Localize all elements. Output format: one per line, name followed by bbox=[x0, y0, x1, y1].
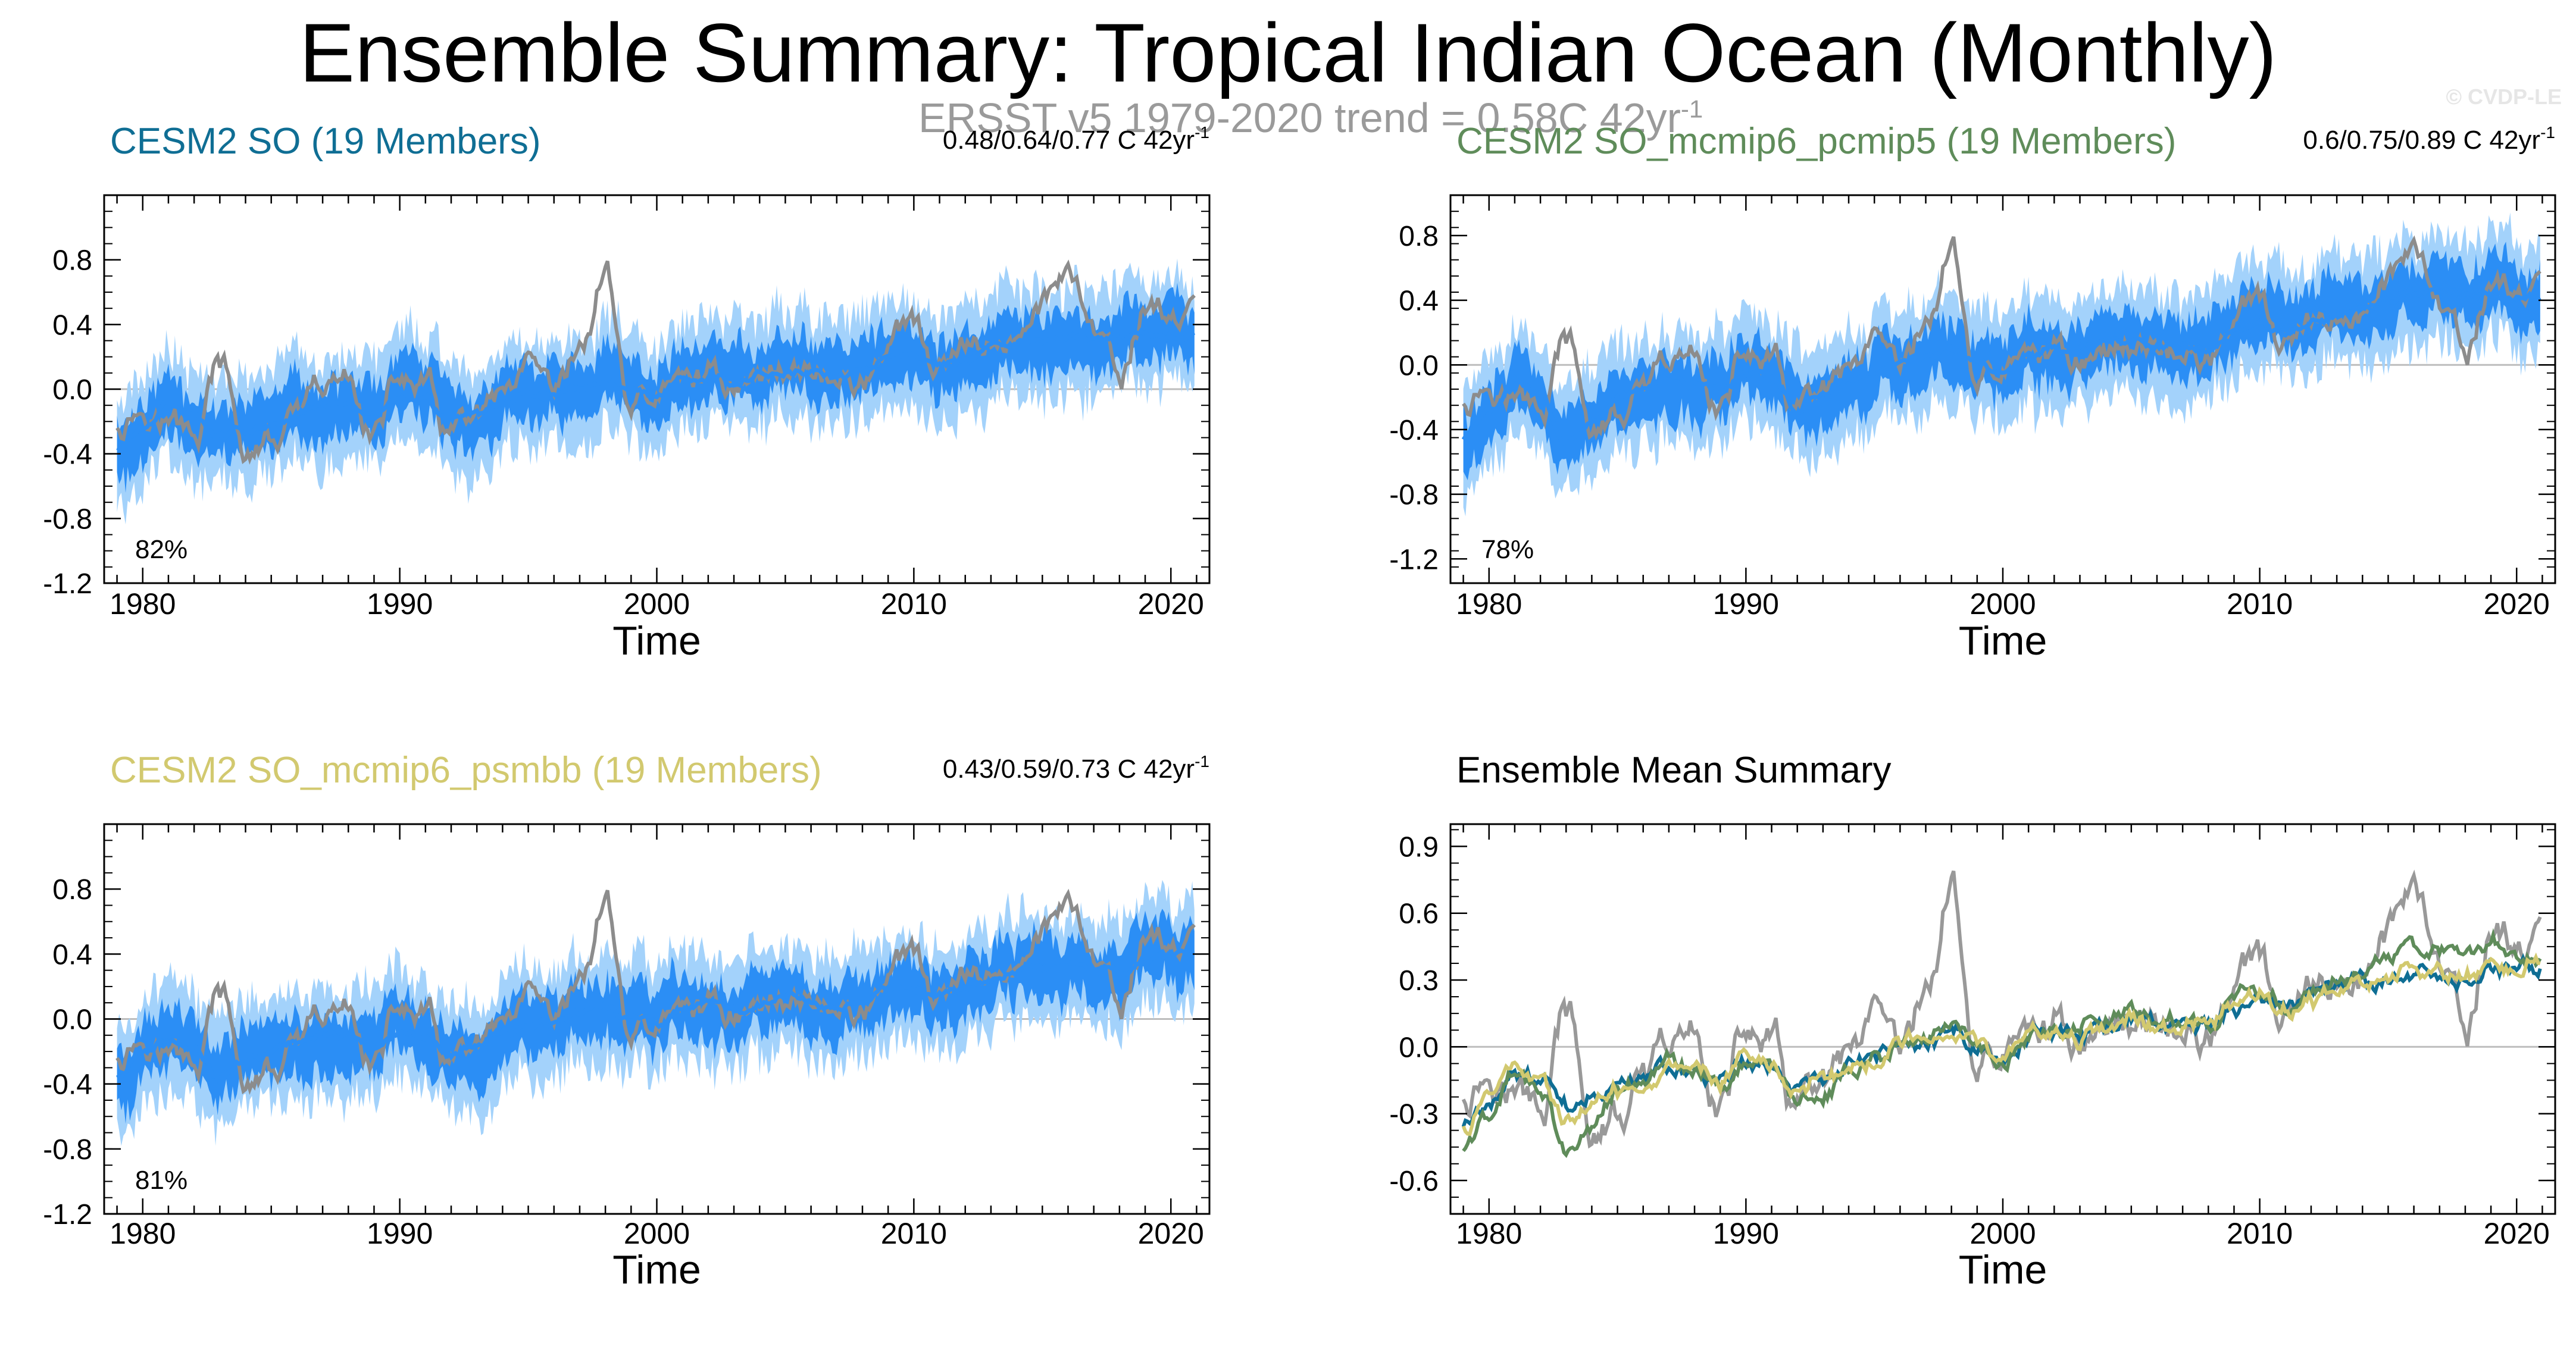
panel-cesm2-so: CESM2 SO (19 Members) 0.48/0.64/0.77 C 42… bbox=[43, 121, 1211, 663]
y-tick-label: 0.8 bbox=[52, 874, 92, 906]
x-axis-label: Time bbox=[612, 618, 701, 663]
plot-area bbox=[1450, 869, 2555, 1159]
y-tick-label: 0.0 bbox=[1399, 350, 1439, 381]
y-tick-label: 0.0 bbox=[52, 1004, 92, 1036]
y-tick-label: -0.4 bbox=[43, 1069, 92, 1101]
x-tick-label: 1990 bbox=[1713, 587, 1779, 621]
x-tick-label: 2000 bbox=[624, 1217, 690, 1250]
plot-area bbox=[104, 879, 1209, 1146]
percent-within-spread-label: 78% bbox=[1481, 535, 1534, 564]
panel-cesm2-so-mcmip6-pcmip5: CESM2 SO_mcmip6_pcmip5 (19 Members) 0.6/0… bbox=[1389, 121, 2556, 663]
x-tick-label: 2020 bbox=[1138, 587, 1204, 621]
y-tick-label: 0.4 bbox=[52, 939, 92, 971]
y-tick-label: 0.8 bbox=[1399, 221, 1439, 252]
ensemble-spread-inner-band bbox=[1463, 242, 2540, 480]
x-tick-label: 1990 bbox=[1713, 1217, 1779, 1250]
y-tick-label: 0.3 bbox=[1399, 965, 1439, 997]
trend-range-superscript: -1 bbox=[1195, 752, 1209, 771]
trend-range-label: 0.43/0.59/0.73 C 42yr-1 bbox=[943, 752, 1209, 784]
panel-title: Ensemble Mean Summary bbox=[1456, 750, 1892, 791]
plot-frame bbox=[1449, 823, 2556, 1215]
y-tick-label: -0.4 bbox=[43, 439, 92, 471]
x-tick-label: 2020 bbox=[2484, 1217, 2550, 1250]
x-tick-label: 2010 bbox=[2227, 587, 2293, 621]
x-axis-label: Time bbox=[1959, 1247, 2047, 1292]
observed-series-line bbox=[115, 888, 1196, 1095]
trend-range-label: 0.6/0.75/0.89 C 42yr-1 bbox=[2303, 123, 2555, 155]
plot-area bbox=[1450, 212, 2555, 516]
x-axis-label: Time bbox=[612, 1247, 701, 1292]
y-tick-label: 0.4 bbox=[1399, 286, 1439, 317]
y-tick-label: -0.8 bbox=[43, 503, 92, 535]
y-tick-label: 0.6 bbox=[1399, 899, 1439, 930]
plot-area bbox=[104, 258, 1209, 525]
x-tick-label: 1980 bbox=[1456, 1217, 1522, 1250]
y-tick-label: -0.3 bbox=[1389, 1099, 1439, 1131]
summary-series-line bbox=[1461, 952, 2541, 1136]
ensemble-spread-inner-band bbox=[117, 283, 1195, 493]
y-tick-label: -1.2 bbox=[43, 568, 92, 600]
cvdp-watermark: © CVDP-LE bbox=[2446, 84, 2562, 109]
x-tick-label: 1980 bbox=[110, 1217, 176, 1250]
panel-title: CESM2 SO_mcmip6_pcmip5 (19 Members) bbox=[1456, 121, 2176, 162]
observation-trend-note: ERSST v5 1979-2020 trend = 0.58C 42yr-1 bbox=[918, 94, 1703, 142]
y-tick-label: 0.0 bbox=[52, 374, 92, 406]
y-tick-label: 0.4 bbox=[52, 309, 92, 341]
summary-series-line bbox=[1461, 953, 2542, 1128]
x-tick-label: 2010 bbox=[881, 587, 947, 621]
x-tick-label: 1980 bbox=[1456, 587, 1522, 621]
y-tick-label: -1.2 bbox=[43, 1199, 92, 1231]
y-tick-label: 0.0 bbox=[1399, 1032, 1439, 1063]
trend-range-text: 0.48/0.64/0.77 C 42yr bbox=[943, 126, 1195, 155]
panel-title: CESM2 SO (19 Members) bbox=[110, 121, 541, 162]
figure-title: Ensemble Summary: Tropical Indian Ocean … bbox=[299, 6, 2277, 99]
x-tick-label: 1990 bbox=[367, 587, 433, 621]
observation-trend-label: ERSST v5 1979-2020 trend = 0.58C 42yr bbox=[918, 95, 1681, 141]
trend-range-text: 0.6/0.75/0.89 C 42yr bbox=[2303, 126, 2540, 155]
y-tick-label: -0.8 bbox=[43, 1134, 92, 1166]
x-tick-label: 2000 bbox=[1969, 1217, 2036, 1250]
observation-trend-superscript: -1 bbox=[1680, 95, 1703, 123]
y-tick-label: -0.8 bbox=[1389, 480, 1439, 511]
x-tick-label: 2010 bbox=[2227, 1217, 2293, 1250]
y-tick-label: 0.9 bbox=[1399, 831, 1439, 863]
ensemble-mean-line bbox=[116, 327, 1196, 453]
trend-range-text: 0.43/0.59/0.73 C 42yr bbox=[943, 755, 1195, 784]
panel-ensemble-mean-summary: Ensemble Mean Summary 1980 1990 2000 2010 202… bbox=[1389, 750, 2556, 1292]
ensemble-spread-inner-band bbox=[117, 909, 1195, 1124]
x-tick-label: 1990 bbox=[367, 1217, 433, 1250]
observed-series-line bbox=[1462, 235, 2541, 441]
panel-title: CESM2 SO_mcmip6_psmbb (19 Members) bbox=[110, 750, 822, 791]
observed-series-line bbox=[115, 259, 1196, 465]
panel-cesm2-so-mcmip6-psmbb: CESM2 SO_mcmip6_psmbb (19 Members) 0.43/0… bbox=[43, 750, 1211, 1292]
y-tick-label: -1.2 bbox=[1389, 544, 1439, 575]
trend-range-superscript: -1 bbox=[1195, 123, 1209, 142]
x-tick-label: 2000 bbox=[1969, 587, 2036, 621]
y-tick-label: 0.8 bbox=[52, 245, 92, 277]
x-tick-label: 2010 bbox=[881, 1217, 947, 1250]
ensemble-mean-line bbox=[1461, 284, 2541, 446]
trend-range-label: 0.48/0.64/0.77 C 42yr-1 bbox=[943, 123, 1209, 155]
x-tick-label: 2020 bbox=[2484, 587, 2550, 621]
y-tick-label: -0.6 bbox=[1389, 1166, 1439, 1197]
summary-series-line bbox=[1461, 869, 2542, 1149]
percent-within-spread-label: 82% bbox=[135, 535, 187, 564]
x-axis-label: Time bbox=[1959, 618, 2047, 663]
x-tick-label: 2000 bbox=[624, 587, 690, 621]
x-tick-label: 1980 bbox=[110, 587, 176, 621]
y-tick-label: -0.4 bbox=[1389, 415, 1439, 446]
x-tick-label: 2020 bbox=[1138, 1217, 1204, 1250]
ensemble-mean-line bbox=[115, 948, 1195, 1084]
trend-range-superscript: -1 bbox=[2540, 123, 2555, 142]
percent-within-spread-label: 81% bbox=[135, 1166, 187, 1195]
